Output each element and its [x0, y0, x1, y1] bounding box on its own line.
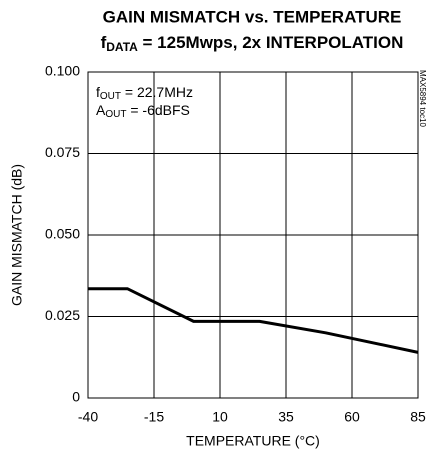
subtitle-subscript: DATA	[106, 40, 138, 54]
annotation-symbol: f	[96, 84, 100, 100]
annotation-text: = -6dBFS	[126, 102, 189, 118]
x-tick-label: 60	[344, 409, 360, 425]
y-tick-label: 0.050	[45, 226, 80, 242]
data-line	[88, 287, 419, 354]
annotation-symbol: A	[96, 102, 106, 118]
y-tick-label: 0.075	[45, 144, 80, 160]
x-tick-label: -15	[144, 409, 164, 425]
y-tick-label: 0	[72, 389, 80, 405]
subtitle-symbol: f	[101, 33, 107, 52]
x-tick-label: 35	[278, 409, 294, 425]
chart-subtitle: fDATA = 125Mwps, 2x INTERPOLATION	[101, 33, 404, 54]
annotation: AOUT = -6dBFS	[96, 102, 190, 120]
annotation: fOUT = 22.7MHz	[96, 84, 193, 102]
annotation-subscript: OUT	[100, 91, 121, 102]
y-tick-label: 0.025	[45, 307, 80, 323]
x-tick-label: 10	[212, 409, 228, 425]
x-tick-label: 85	[410, 409, 426, 425]
y-axis-label: GAIN MISMATCH (dB)	[9, 164, 25, 306]
chart-title: GAIN MISMATCH vs. TEMPERATURE	[103, 7, 402, 26]
x-axis-label: TEMPERATURE (°C)	[186, 433, 320, 449]
x-tick-label: -40	[78, 409, 98, 425]
side-note: MAX5894 toc10	[418, 70, 427, 127]
plot-frame	[87, 71, 419, 399]
annotation-text: = 22.7MHz	[121, 84, 193, 100]
annotation-subscript: OUT	[105, 109, 126, 120]
y-tick-label: 0.100	[45, 63, 80, 79]
subtitle-text: = 125Mwps, 2x INTERPOLATION	[138, 33, 404, 52]
